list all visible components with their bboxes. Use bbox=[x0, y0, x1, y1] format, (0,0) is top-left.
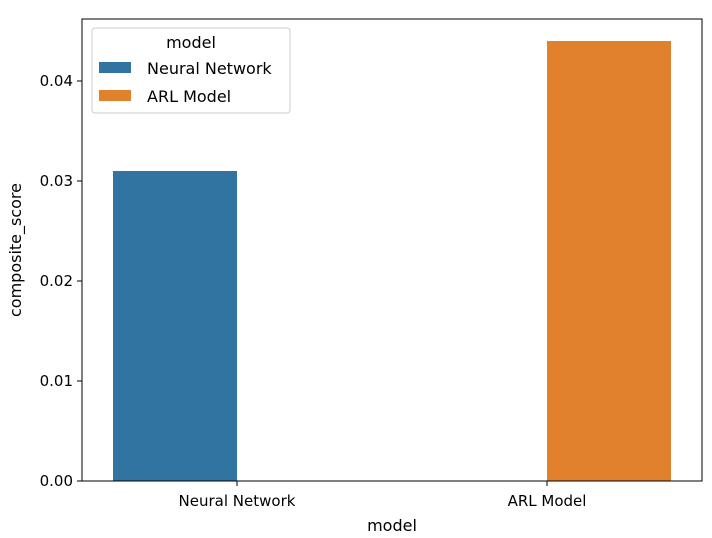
y-axis-label: composite_score bbox=[6, 183, 26, 317]
y-tick-label: 0.02 bbox=[40, 272, 73, 290]
x-tick-label-arl-model: ARL Model bbox=[508, 492, 587, 510]
legend: model Neural Network ARL Model bbox=[91, 27, 291, 114]
legend-swatch-neural-network bbox=[99, 62, 131, 73]
legend-label-neural-network: Neural Network bbox=[147, 59, 272, 78]
legend-label-arl-model: ARL Model bbox=[147, 87, 231, 106]
bar-neural-network bbox=[113, 171, 237, 481]
y-tick-label: 0.00 bbox=[40, 472, 73, 490]
x-tick-label-neural-network: Neural Network bbox=[179, 492, 296, 510]
x-axis-label: model bbox=[367, 516, 417, 535]
bar-arl-model bbox=[547, 41, 671, 481]
legend-frame bbox=[91, 27, 291, 114]
y-axis: 0.00 0.01 0.02 0.03 0.04 bbox=[40, 72, 82, 490]
legend-swatch-arl-model bbox=[99, 90, 131, 101]
legend-title: model bbox=[166, 33, 216, 52]
y-tick-label: 0.04 bbox=[40, 72, 73, 90]
y-tick-label: 0.01 bbox=[40, 372, 73, 390]
bars-group bbox=[113, 41, 671, 481]
x-axis: Neural Network ARL Model bbox=[179, 481, 587, 510]
plot-frame bbox=[81, 18, 703, 482]
y-tick-label: 0.03 bbox=[40, 172, 73, 190]
